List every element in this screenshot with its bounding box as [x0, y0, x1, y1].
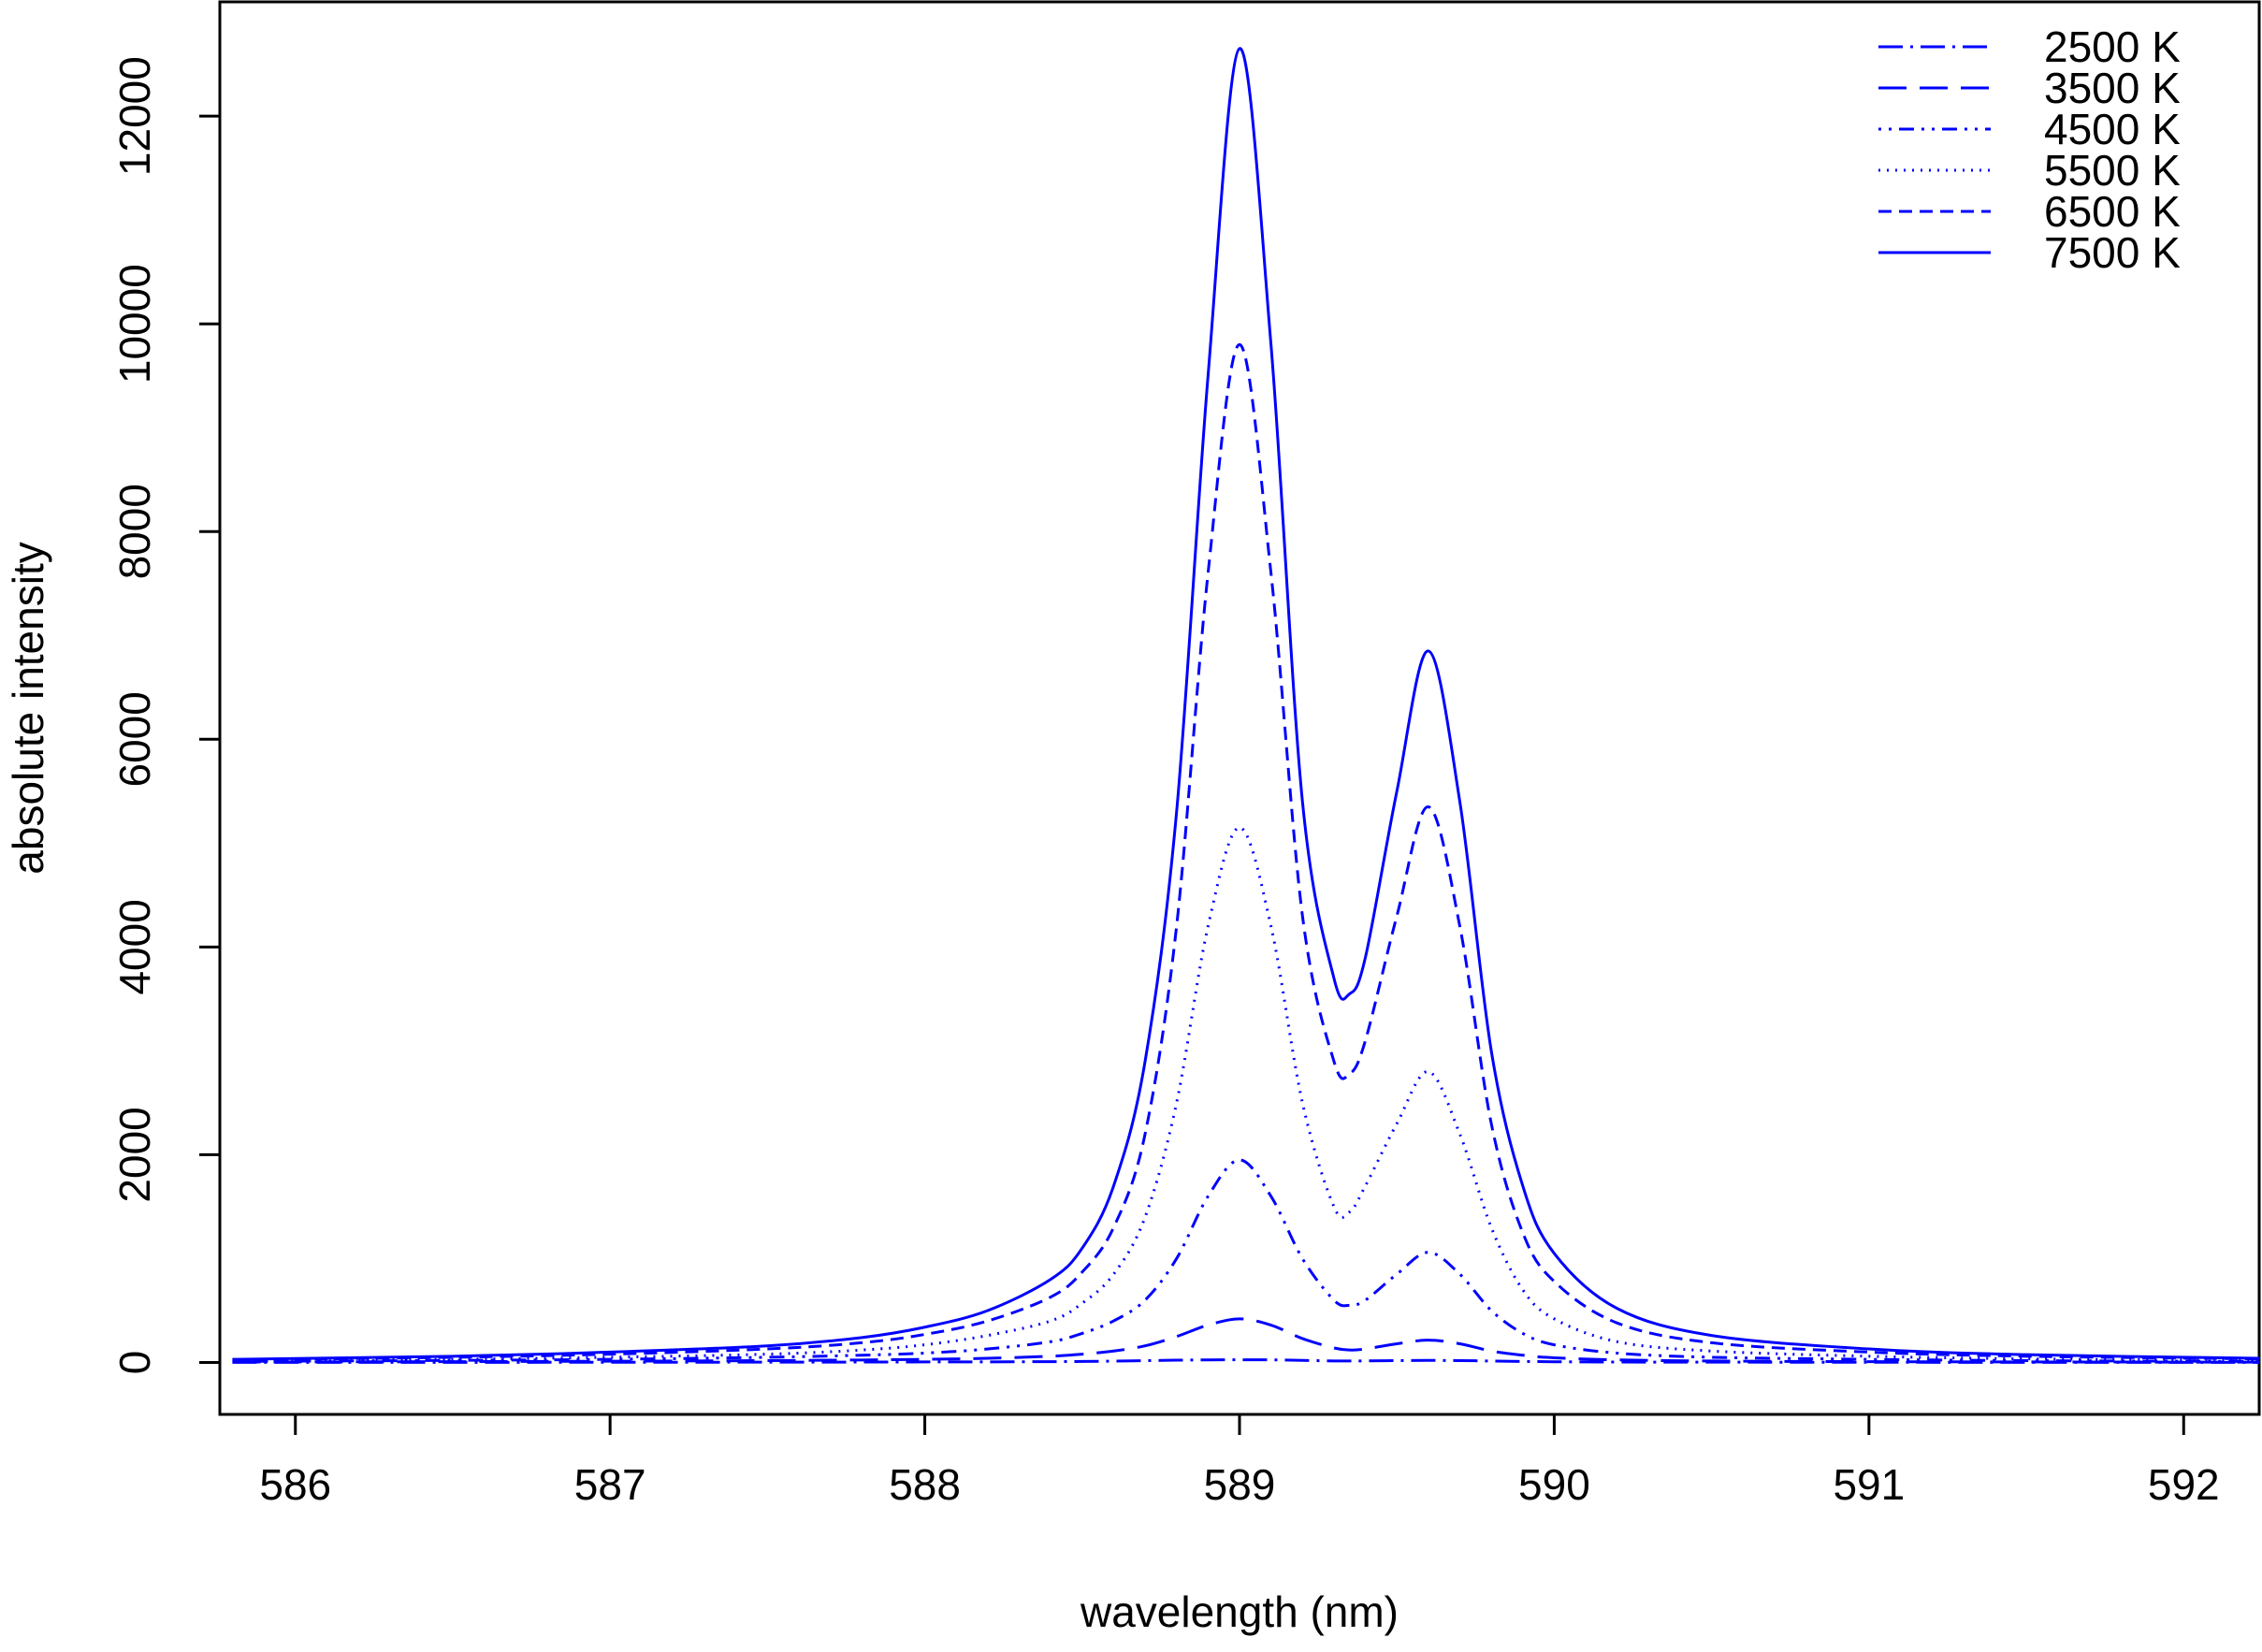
x-tick-label: 592 — [2148, 1460, 2220, 1509]
x-tick-label: 590 — [1518, 1460, 1590, 1509]
series-line-3500-k — [232, 1317, 2260, 1364]
series-layer — [232, 47, 2260, 1364]
plot-frame — [218, 0, 2261, 1416]
y-tick-label: 4000 — [110, 899, 159, 994]
legend-label: 7500 K — [2044, 228, 2181, 277]
legend-label: 4500 K — [2044, 105, 2181, 153]
legend-label: 6500 K — [2044, 187, 2181, 236]
legend-label: 3500 K — [2044, 64, 2181, 112]
y-axis: 0 2000 4000 6000 8000 10000 12000 — [110, 56, 220, 1374]
y-tick-label: 10000 — [110, 264, 159, 384]
y-tick-label: 2000 — [110, 1107, 159, 1202]
y-axis-title: absolute intensity — [4, 542, 52, 874]
y-tick-label: 0 — [110, 1351, 159, 1375]
y-tick-label: 8000 — [110, 484, 159, 579]
x-axis-title: wavelength (nm) — [1080, 1587, 1399, 1636]
x-tick-label: 588 — [889, 1460, 961, 1509]
x-tick-label: 587 — [574, 1460, 646, 1509]
y-tick-label: 6000 — [110, 691, 159, 787]
x-tick-label: 586 — [259, 1460, 331, 1509]
legend-label: 2500 K — [2044, 22, 2181, 71]
series-line-5500-k — [232, 826, 2260, 1363]
x-tick-label: 589 — [1204, 1460, 1276, 1509]
series-line-2500-k — [232, 1358, 2260, 1364]
y-tick-label: 12000 — [110, 56, 159, 176]
x-tick-label: 591 — [1833, 1460, 1905, 1509]
series-line-7500-k — [232, 47, 2260, 1361]
legend-label: 5500 K — [2044, 146, 2181, 195]
series-line-6500-k — [232, 342, 2260, 1362]
x-axis: 586 587 588 589 590 591 592 — [259, 1414, 2220, 1509]
series-line-4500-k — [232, 1158, 2260, 1363]
